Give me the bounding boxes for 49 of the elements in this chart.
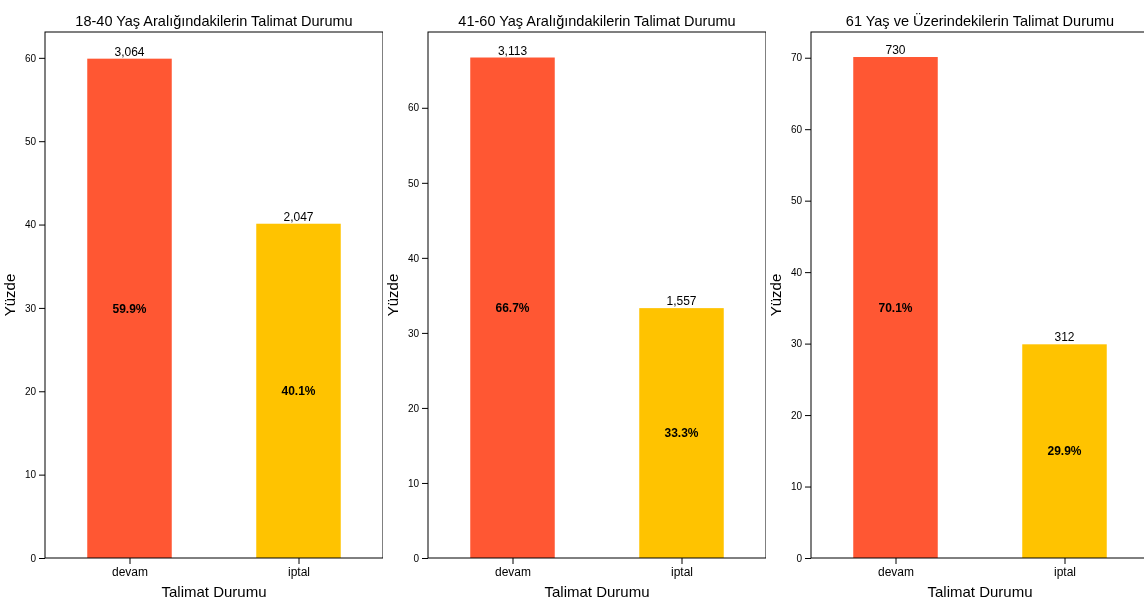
- y-axis-title: Yüzde: [384, 273, 401, 317]
- y-tick-label: 30: [790, 338, 803, 350]
- y-tick-label: 60: [24, 52, 37, 64]
- data-label: 33.3%: [664, 426, 699, 441]
- annotation: 3,064: [114, 44, 145, 59]
- data-label: 70.1%: [878, 300, 913, 315]
- x-tick-label: devam: [494, 564, 532, 579]
- data-label: 29.9%: [1047, 444, 1082, 459]
- annotation: 2,047: [283, 209, 314, 224]
- y-tick-label: 40: [790, 266, 803, 278]
- annotation: 730: [885, 43, 906, 58]
- y-tick-label: 10: [407, 477, 420, 489]
- data-label: 66.7%: [495, 300, 530, 315]
- y-tick-label: 30: [407, 327, 420, 339]
- annotation: 3,113: [497, 43, 528, 58]
- y-tick-label: 0: [796, 552, 803, 564]
- y-axis-title: Yüzde: [1, 273, 18, 317]
- x-tick-label: devam: [877, 564, 915, 579]
- y-tick-label: 50: [790, 195, 803, 207]
- chart-title: 41-60 Yaş Aralığındakilerin Talimat Durumu: [458, 13, 736, 29]
- chart-title: 61 Yaş ve Üzerindekilerin Talimat Durumu: [845, 12, 1115, 29]
- y-tick-label: 70: [790, 52, 803, 64]
- y-tick-label: 50: [407, 177, 420, 189]
- x-tick-label: iptal: [287, 564, 311, 579]
- x-axis-title: Talimat Durumu: [544, 583, 650, 600]
- data-label: 40.1%: [281, 384, 316, 399]
- y-tick-label: 20: [407, 402, 420, 414]
- chart-title: 18-40 Yaş Aralığındakilerin Talimat Durumu: [75, 13, 353, 29]
- annotation: 312: [1054, 330, 1075, 345]
- x-axis-title: Talimat Durumu: [927, 583, 1033, 600]
- x-axis-title: Talimat Durumu: [161, 583, 267, 600]
- y-tick-label: 40: [24, 219, 37, 231]
- y-tick-label: 60: [407, 102, 420, 114]
- data-label: 59.9%: [112, 301, 147, 316]
- y-axis-title: Yüzde: [767, 273, 784, 317]
- x-tick-label: devam: [111, 564, 149, 579]
- y-tick-label: 20: [24, 385, 37, 397]
- y-tick-label: 20: [790, 409, 803, 421]
- y-tick-label: 40: [407, 252, 420, 264]
- y-tick-label: 0: [413, 552, 420, 564]
- x-tick-label: iptal: [1053, 564, 1077, 579]
- y-tick-label: 0: [30, 552, 37, 564]
- x-tick-label: iptal: [670, 564, 694, 579]
- annotation: 1,557: [666, 294, 697, 309]
- y-tick-label: 50: [24, 135, 37, 147]
- y-tick-label: 60: [790, 123, 803, 135]
- y-tick-label: 30: [24, 302, 37, 314]
- y-tick-label: 10: [790, 481, 803, 493]
- y-tick-label: 10: [24, 469, 37, 481]
